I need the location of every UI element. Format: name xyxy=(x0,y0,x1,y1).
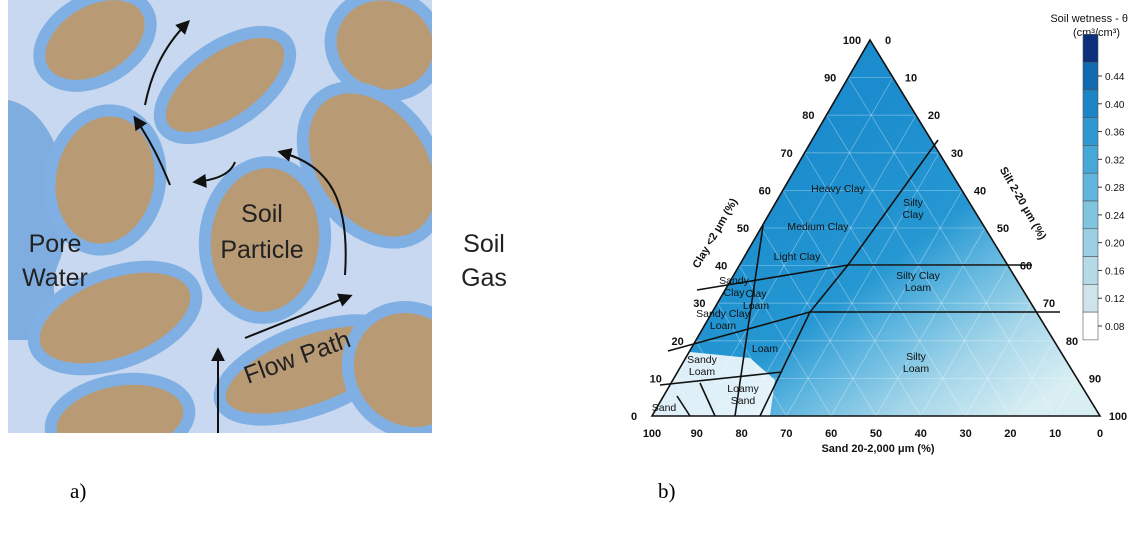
silt-tick-label: 50 xyxy=(997,223,1009,235)
sand-tick-label: 30 xyxy=(959,428,971,440)
sand-tick-label: 70 xyxy=(780,428,792,440)
soil-class-line: Sand xyxy=(652,402,677,414)
sand-tick-label: 10 xyxy=(1049,428,1061,440)
sand-tick-label: 20 xyxy=(1004,428,1016,440)
clay-tick-label: 50 xyxy=(737,223,749,235)
colorbar-tick-label: 0.32 xyxy=(1105,155,1125,166)
colorbar-block xyxy=(1083,257,1098,285)
soil-class-line: Clay xyxy=(745,288,767,300)
silt-tick-label: 80 xyxy=(1066,336,1078,348)
sand-tick-label: 40 xyxy=(915,428,927,440)
soil-class-line: Loam xyxy=(903,363,930,375)
colorbar-block xyxy=(1083,173,1098,201)
colorbar-block xyxy=(1083,62,1098,90)
silt-tick-label: 60 xyxy=(1020,261,1032,273)
figure: PoreWater SoilParticle SoilGas Flow Path… xyxy=(0,0,1135,538)
soil-class-label: Loam xyxy=(752,343,779,355)
clay-tick-label: 90 xyxy=(824,73,836,85)
soil-class-line: Loam xyxy=(752,343,779,355)
colorbar-tick-label: 0.08 xyxy=(1105,322,1125,333)
sand-tick-label: 100 xyxy=(643,428,661,440)
colorbar-tick-label: 0.44 xyxy=(1105,72,1125,83)
silt-tick-label: 10 xyxy=(905,73,917,85)
clay-tick-label: 20 xyxy=(671,336,683,348)
soil-class-label: Light Clay xyxy=(774,251,821,263)
colorbar-block xyxy=(1083,90,1098,118)
soil-class-line: Medium Clay xyxy=(787,221,849,233)
colorbar-block xyxy=(1083,201,1098,229)
silt-tick-label: 90 xyxy=(1089,373,1101,385)
colorbar-tick-label: 0.24 xyxy=(1105,211,1125,222)
colorbar-block xyxy=(1083,118,1098,146)
colorbar-tick-label: 0.40 xyxy=(1105,100,1125,111)
soil-class-line: Sandy xyxy=(687,354,718,366)
clay-axis-title: Clay <2 μm (%) xyxy=(691,196,741,270)
clay-tick-label: 100 xyxy=(843,35,861,47)
silt-tick-label: 20 xyxy=(928,110,940,122)
sand-tick-label: 60 xyxy=(825,428,837,440)
soil-class-line: Sand xyxy=(731,395,756,407)
colorbar-block xyxy=(1083,229,1098,257)
colorbar-block xyxy=(1083,284,1098,312)
silt-tick-label: 0 xyxy=(885,35,891,47)
clay-tick-label: 0 xyxy=(631,411,637,423)
soil-class-line: Silty xyxy=(906,351,927,363)
clay-tick-label: 80 xyxy=(802,110,814,122)
clay-tick-label: 40 xyxy=(715,261,727,273)
soil-class-label: LoamySand xyxy=(727,383,759,407)
silt-tick-label: 70 xyxy=(1043,298,1055,310)
caption-b: b) xyxy=(658,479,676,503)
soil-class-line: Silty xyxy=(903,197,924,209)
colorbar-tick-label: 0.20 xyxy=(1105,239,1125,250)
sand-tick-label: 50 xyxy=(870,428,882,440)
colorbar-tick-label: 0.28 xyxy=(1105,183,1125,194)
sand-tick-label: 0 xyxy=(1097,428,1103,440)
soil-class-line: Heavy Clay xyxy=(811,183,865,195)
soil-class-label: Heavy Clay xyxy=(811,183,865,195)
soil-class-line: Loam xyxy=(710,320,737,332)
soil-class-line: Sandy Clay xyxy=(696,308,750,320)
sand-axis-title: Sand 20-2,000 μm (%) xyxy=(821,443,934,455)
colorbar-block xyxy=(1083,312,1098,340)
colorbar-title: Soil wetness - θ xyxy=(1050,13,1128,25)
sand-tick-label: 80 xyxy=(735,428,747,440)
soil-class-line: Loam xyxy=(905,282,932,294)
soil-class-line: Silty Clay xyxy=(896,270,941,282)
caption-a: a) xyxy=(70,479,86,503)
sand-tick-label: 90 xyxy=(691,428,703,440)
soil-class-label: Medium Clay xyxy=(787,221,849,233)
colorbar-tick-label: 0.36 xyxy=(1105,128,1125,139)
soil-class-line: Clay xyxy=(723,287,745,299)
soil-class-line: Light Clay xyxy=(774,251,821,263)
soil-class-line: Loamy xyxy=(727,383,759,395)
clay-tick-label: 60 xyxy=(759,185,771,197)
clay-tick-label: 10 xyxy=(650,373,662,385)
colorbar-block xyxy=(1083,145,1098,173)
soil-class-line: Loam xyxy=(689,366,716,378)
colorbar-tick-label: 0.12 xyxy=(1105,294,1125,305)
colorbar-tick-label: 0.16 xyxy=(1105,266,1125,277)
silt-tick-label: 40 xyxy=(974,185,986,197)
soil-class-label: Sand xyxy=(652,402,677,414)
silt-tick-label: 30 xyxy=(951,148,963,160)
colorbar-block xyxy=(1083,34,1098,62)
clay-tick-label: 70 xyxy=(780,148,792,160)
silt-tick-label: 100 xyxy=(1109,411,1127,423)
soil-class-line: Clay xyxy=(902,209,924,221)
soil-class-line: Sandy xyxy=(719,275,750,287)
